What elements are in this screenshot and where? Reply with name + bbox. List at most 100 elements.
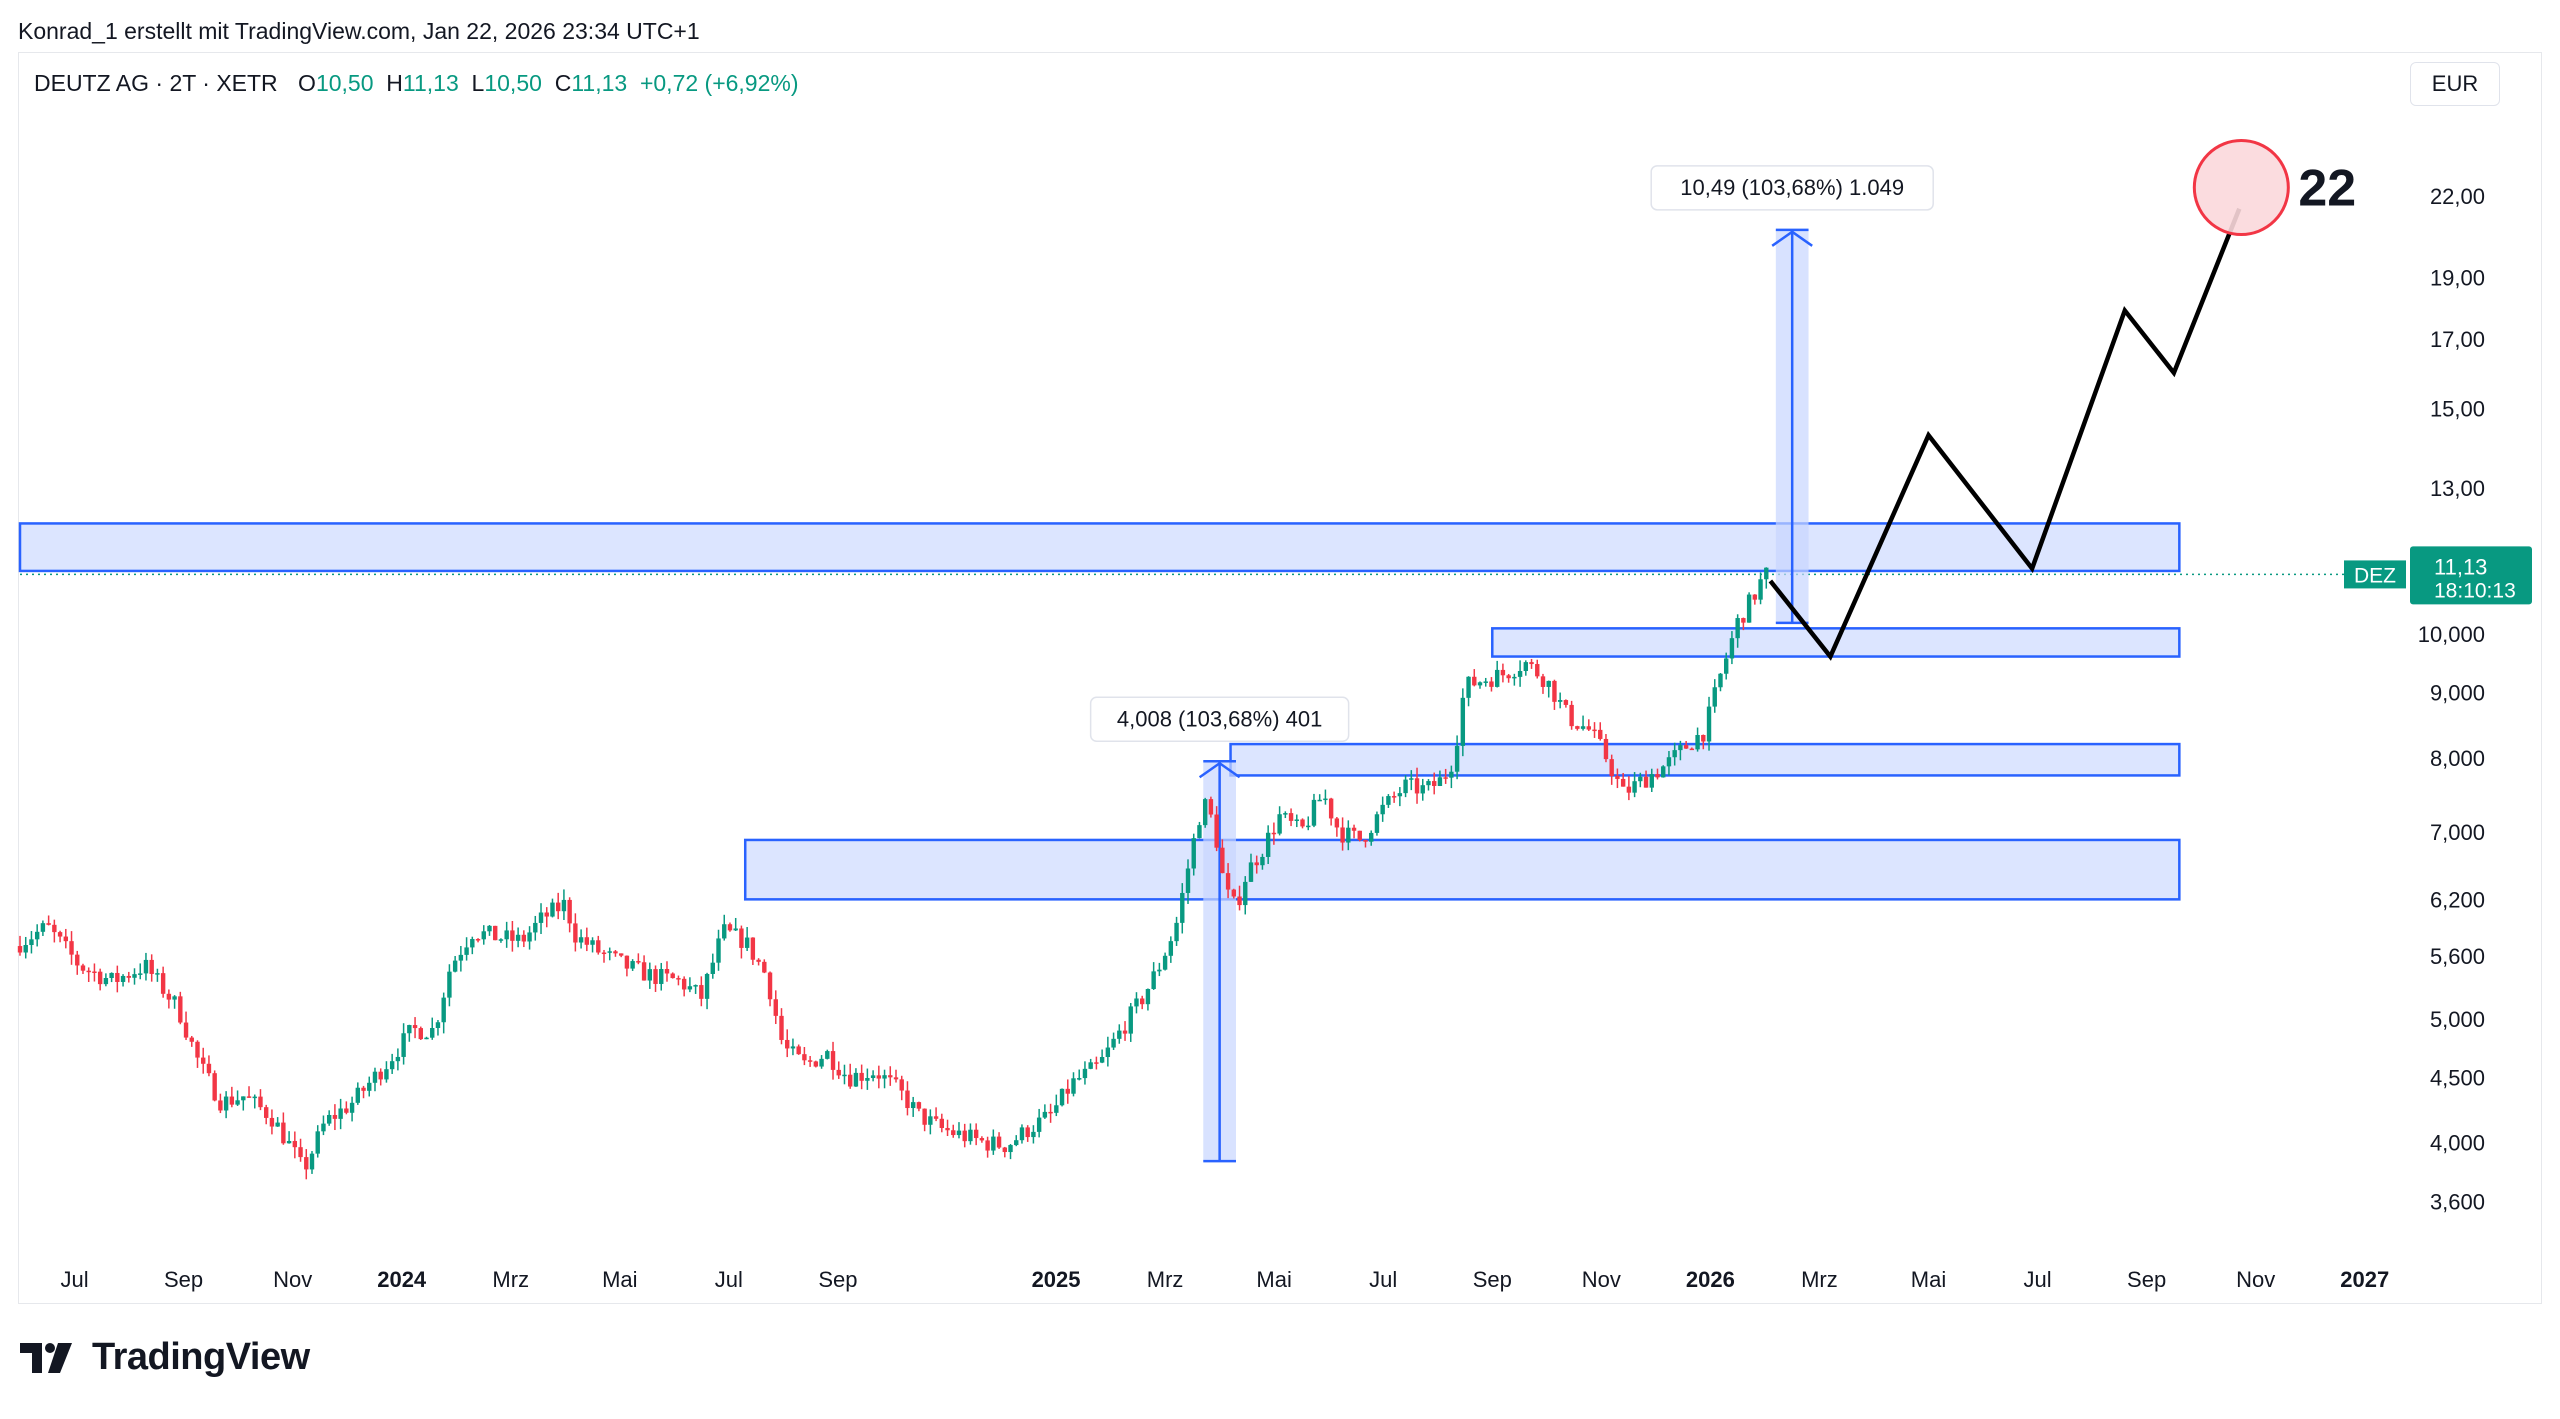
candle-body (750, 937, 756, 960)
candle-body (928, 1116, 933, 1125)
candle-body (1243, 881, 1248, 906)
y-tick-label: 6,200 (2430, 887, 2485, 912)
candle-body (1695, 734, 1700, 750)
price-badge (2410, 546, 2532, 605)
zone-zone-6-5[interactable] (743, 838, 2181, 901)
candle-body (853, 1072, 859, 1087)
candle-body (407, 1025, 412, 1034)
candle-body (1718, 673, 1723, 688)
zone-zone-8[interactable] (1229, 742, 2181, 777)
candle-body (1328, 798, 1334, 819)
candle-body (985, 1140, 990, 1151)
candle-body (1334, 818, 1340, 828)
candle-body (1701, 734, 1706, 742)
candle-body (418, 1028, 423, 1040)
y-tick-label: 19,00 (2430, 265, 2485, 290)
candle-body (1580, 726, 1586, 729)
y-tick-label: 13,00 (2430, 476, 2485, 501)
projection-path[interactable] (1768, 207, 2242, 661)
candle-body (40, 923, 46, 932)
candle-body (951, 1130, 956, 1136)
candle-body (1546, 680, 1551, 687)
candle-body (1540, 676, 1546, 687)
candle-body (561, 899, 567, 912)
candle-body (973, 1129, 979, 1139)
candle-body (1311, 799, 1317, 826)
candle-body (933, 1116, 939, 1119)
candle-body (1191, 838, 1196, 869)
candle-body (1523, 662, 1529, 672)
candle-body (1649, 774, 1654, 788)
candle-body (1517, 671, 1523, 677)
candle-body (882, 1075, 887, 1079)
candle-body (241, 1096, 246, 1101)
candle-body (687, 986, 693, 990)
candle-body (859, 1072, 864, 1081)
candle-body (1494, 669, 1500, 687)
candle-body (762, 961, 767, 973)
y-tick-label: 3,600 (2430, 1189, 2485, 1214)
x-tick-label: Sep (818, 1267, 857, 1292)
candle-body (1117, 1030, 1122, 1039)
candle-body (836, 1069, 841, 1076)
candle-body (464, 947, 469, 955)
candle-body (744, 937, 750, 948)
candle-body (183, 1022, 189, 1038)
candle-body (590, 940, 595, 945)
candle-body (1603, 738, 1609, 760)
candle-body (802, 1054, 807, 1061)
candle-body (1105, 1047, 1111, 1058)
measure-2025-label-box (1089, 696, 1350, 743)
y-tick-label: 5,000 (2430, 1007, 2485, 1032)
ticker-badge-label: DEZ (2354, 564, 2396, 587)
candle-body (830, 1051, 836, 1070)
candle-body (807, 1060, 813, 1062)
measure-2025-label: 4,008 (103,68%) 401 (1117, 706, 1323, 731)
zone-resistance-11[interactable] (18, 522, 2181, 573)
candle-body (1449, 771, 1454, 778)
candle-body (1500, 669, 1506, 676)
price-badge-value: 11,13 (2434, 554, 2487, 579)
footer-brand-text: TradingView (92, 1336, 310, 1378)
candle-body (126, 975, 131, 978)
price-chart[interactable]: 4,008 (103,68%) 401 10,49 (103,68%) 1.049… (0, 0, 2560, 1310)
candle-body (1094, 1062, 1099, 1064)
candle-body (143, 959, 149, 974)
candle-body (1128, 1006, 1133, 1034)
candle-body (326, 1114, 332, 1124)
candle-body (475, 939, 481, 941)
candle-body (767, 972, 773, 1000)
x-tick-label: Sep (1473, 1267, 1512, 1292)
candle-body (790, 1046, 796, 1049)
candle-body (435, 1022, 441, 1028)
candle-body (1220, 847, 1225, 874)
candle-body (722, 924, 727, 939)
low-value: 10,50 (484, 70, 542, 96)
candle-body (584, 937, 590, 945)
candle-body (458, 954, 464, 961)
x-tick-label: 2024 (377, 1267, 427, 1292)
currency-selector[interactable]: EUR (2410, 62, 2500, 106)
x-tick-label: Mai (1256, 1267, 1291, 1292)
candle-body (1466, 676, 1471, 698)
candle-body (1557, 700, 1563, 702)
candle-body (138, 973, 143, 975)
tradingview-logo-icon (20, 1342, 72, 1373)
candle-body (115, 972, 120, 982)
candle-body (607, 951, 612, 953)
candle-body (1237, 896, 1242, 906)
candle-body (372, 1071, 378, 1083)
candle-body (521, 934, 527, 942)
candle-body (653, 969, 658, 984)
measure-2026-label-box (1650, 165, 1934, 211)
target-circle[interactable] (2192, 139, 2290, 237)
symbol-name[interactable]: DEUTZ AG · 2T · XETR (34, 70, 278, 96)
chart-frame[interactable] (18, 52, 2542, 1304)
candle-body (46, 923, 51, 925)
x-tick-label: Sep (164, 1267, 203, 1292)
candle-body (1036, 1117, 1042, 1132)
footer-brand[interactable]: TradingView (20, 1336, 310, 1379)
candle-body (1162, 955, 1168, 970)
candle-body (1615, 776, 1620, 779)
candle-body (1386, 796, 1391, 805)
